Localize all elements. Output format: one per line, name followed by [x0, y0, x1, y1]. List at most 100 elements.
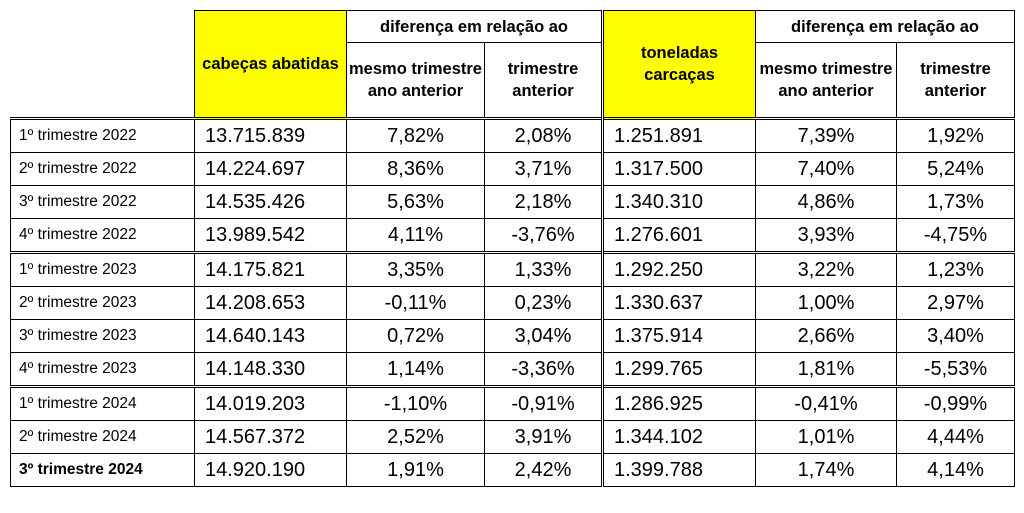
cell-trim-2: -0,99% [896, 385, 1015, 421]
cell-mesmo-2: 4,86% [755, 185, 897, 219]
cell-toneladas: 1.340.310 [601, 185, 756, 219]
cell-trim-1: 2,18% [484, 185, 604, 219]
cell-trim-1: -3,36% [484, 352, 604, 387]
table-row: 2º trimestre 2022 14.224.697 8,36% 3,71% 1.3… [10, 152, 1015, 186]
table-row: 2º trimestre 2023 14.208.653 -0,11% 0,23% 1.… [10, 286, 1015, 320]
table-row: 4º trimestre 2022 13.989.542 4,11% -3,76% 1.… [10, 218, 1015, 253]
table-row: 2º trimestre 2024 14.567.372 2,52% 3,91% 1.3… [10, 420, 1015, 454]
cell-trim-2: 4,44% [896, 420, 1015, 454]
cell-cabecas: 14.019.203 [194, 385, 347, 421]
cell-trim-1: 3,71% [484, 152, 604, 186]
table-row: 1º trimestre 2023 14.175.821 3,35% 1,33% 1.2… [10, 251, 1015, 287]
cell-cabecas: 14.175.821 [194, 251, 347, 287]
group-header-2: diferença em relação ao [755, 10, 1015, 43]
cell-mesmo-1: 5,63% [346, 185, 485, 219]
cell-trim-1: -3,76% [484, 218, 604, 253]
cell-toneladas: 1.330.637 [601, 286, 756, 320]
cell-mesmo-1: 3,35% [346, 251, 485, 287]
row-label: 3º trimestre 2022 [10, 185, 195, 219]
cell-trim-1: 1,33% [484, 251, 604, 287]
cell-cabecas: 14.148.330 [194, 352, 347, 387]
row-label: 2º trimestre 2022 [10, 152, 195, 186]
cell-cabecas: 13.989.542 [194, 218, 347, 253]
table-row: 1º trimestre 2022 13.715.839 7,82% 2,08% 1.2… [10, 117, 1015, 153]
cell-toneladas: 1.299.765 [601, 352, 756, 387]
cell-mesmo-2: 7,40% [755, 152, 897, 186]
cell-toneladas: 1.292.250 [601, 251, 756, 287]
table-row: 4º trimestre 2023 14.148.330 1,14% -3,36% 1.… [10, 352, 1015, 387]
cell-trim-1: -0,91% [484, 385, 604, 421]
cell-cabecas: 14.208.653 [194, 286, 347, 320]
header-mesmo-2: mesmo trimestre ano anterior [755, 42, 897, 119]
header-trim-2-text: trimestre anterior [920, 60, 991, 100]
cell-trim-2: 3,40% [896, 319, 1015, 353]
cell-cabecas: 13.715.839 [194, 117, 347, 153]
cell-mesmo-1: 7,82% [346, 117, 485, 153]
header-toneladas: toneladas carcaças [601, 10, 756, 119]
cell-mesmo-1: -1,10% [346, 385, 485, 421]
table-row: 3º trimestre 2022 14.535.426 5,63% 2,18% 1.3… [10, 185, 1015, 219]
cell-trim-1: 3,04% [484, 319, 604, 353]
cell-mesmo-1: 0,72% [346, 319, 485, 353]
row-label: 4º trimestre 2023 [10, 352, 195, 387]
cell-mesmo-1: 1,91% [346, 453, 485, 487]
cell-mesmo-2: 7,39% [755, 117, 897, 153]
header-trim-1: trimestre anterior [484, 42, 604, 119]
cell-mesmo-1: -0,11% [346, 286, 485, 320]
cell-trim-2: 1,23% [896, 251, 1015, 287]
row-label: 1º trimestre 2024 [10, 385, 195, 421]
row-label: 1º trimestre 2023 [10, 251, 195, 287]
row-label: 3º trimestre 2024 [10, 453, 195, 487]
cell-toneladas: 1.317.500 [601, 152, 756, 186]
cell-cabecas: 14.224.697 [194, 152, 347, 186]
cell-trim-1: 0,23% [484, 286, 604, 320]
cell-trim-1: 2,42% [484, 453, 604, 487]
row-label: 3º trimestre 2023 [10, 319, 195, 353]
header-cabecas-text: cabeças abatidas [202, 55, 339, 73]
cell-mesmo-2: -0,41% [755, 385, 897, 421]
header-mesmo-1-text: mesmo trimestre ano anterior [349, 60, 482, 100]
cell-mesmo-1: 1,14% [346, 352, 485, 387]
row-label: 2º trimestre 2024 [10, 420, 195, 454]
header-mesmo-2-text: mesmo trimestre ano anterior [759, 60, 893, 100]
corner-cell [10, 10, 195, 119]
cell-trim-2: 2,97% [896, 286, 1015, 320]
row-label: 1º trimestre 2022 [10, 117, 195, 153]
cell-toneladas: 1.286.925 [601, 385, 756, 421]
group-header-1: diferença em relação ao [346, 10, 604, 43]
cell-trim-2: 1,92% [896, 117, 1015, 153]
cell-toneladas: 1.375.914 [601, 319, 756, 353]
header-cabecas: cabeças abatidas [194, 10, 347, 119]
cell-toneladas: 1.251.891 [601, 117, 756, 153]
cell-cabecas: 14.640.143 [194, 319, 347, 353]
header-toneladas-text: toneladas carcaças [640, 44, 719, 84]
cell-mesmo-1: 2,52% [346, 420, 485, 454]
cell-mesmo-1: 4,11% [346, 218, 485, 253]
cell-toneladas: 1.276.601 [601, 218, 756, 253]
group-header-1-text: diferença em relação ao [379, 17, 568, 36]
cell-mesmo-2: 1,81% [755, 352, 897, 387]
cell-cabecas: 14.535.426 [194, 185, 347, 219]
cell-cabecas: 14.920.190 [194, 453, 347, 487]
cell-trim-2: 5,24% [896, 152, 1015, 186]
cell-mesmo-2: 1,01% [755, 420, 897, 454]
table-row: 3º trimestre 2024 14.920.190 1,91% 2,42% 1.3… [10, 453, 1015, 487]
cell-cabecas: 14.567.372 [194, 420, 347, 454]
cell-toneladas: 1.344.102 [601, 420, 756, 454]
cell-trim-1: 3,91% [484, 420, 604, 454]
cell-trim-2: -5,53% [896, 352, 1015, 387]
cell-mesmo-2: 1,00% [755, 286, 897, 320]
cell-trim-2: 1,73% [896, 185, 1015, 219]
cell-trim-2: -4,75% [896, 218, 1015, 253]
row-label: 4º trimestre 2022 [10, 218, 195, 253]
cell-trim-1: 2,08% [484, 117, 604, 153]
header-trim-1-text: trimestre anterior [507, 60, 579, 100]
header-trim-2: trimestre anterior [896, 42, 1015, 119]
table-body: 1º trimestre 2022 13.715.839 7,82% 2,08% 1.2… [10, 117, 1015, 487]
cell-mesmo-2: 3,22% [755, 251, 897, 287]
data-table: cabeças abatidas diferença em relação ao… [10, 10, 1015, 487]
cell-mesmo-2: 2,66% [755, 319, 897, 353]
row-label: 2º trimestre 2023 [10, 286, 195, 320]
cell-trim-2: 4,14% [896, 453, 1015, 487]
